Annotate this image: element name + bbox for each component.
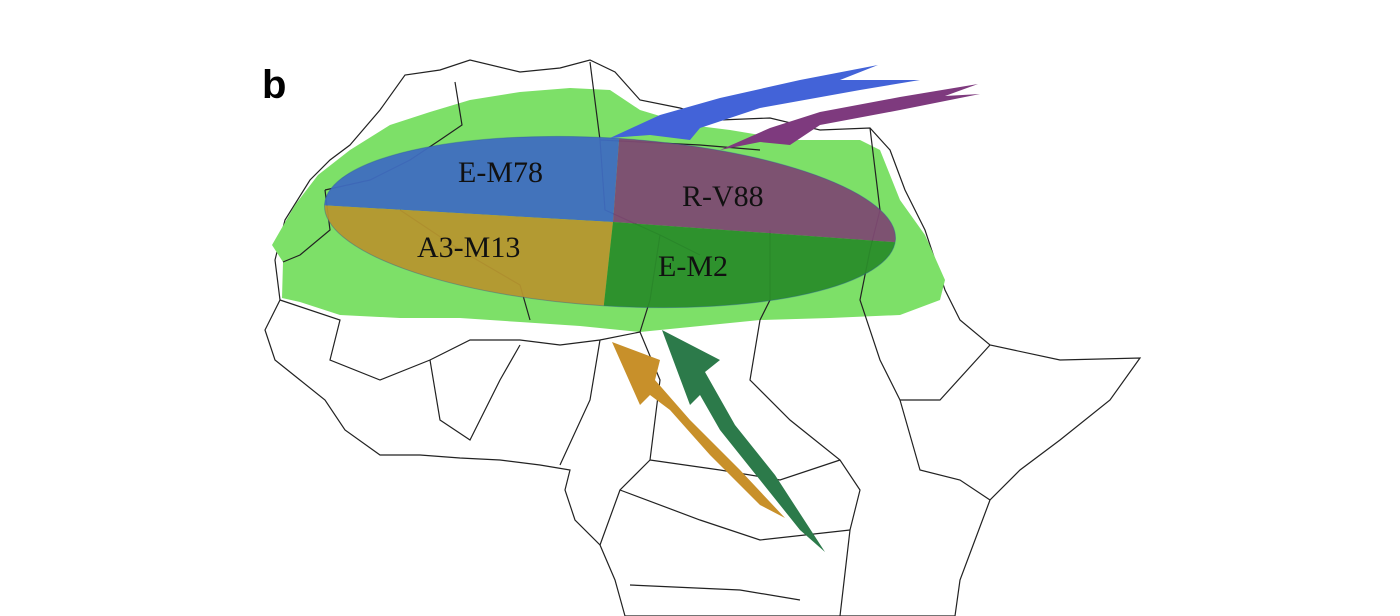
panel-label: b xyxy=(262,63,286,107)
region-label: A3-M13 xyxy=(417,231,520,264)
arrow-purple xyxy=(720,84,980,150)
ellipse-edge xyxy=(323,135,897,309)
region-label: E-M78 xyxy=(458,156,543,189)
arrow-gold xyxy=(612,342,785,518)
region-label: E-M2 xyxy=(658,250,728,283)
africa-outline xyxy=(264,59,1142,616)
arrow-green xyxy=(662,330,825,552)
region-label: R-V88 xyxy=(682,180,764,213)
arrow-blue xyxy=(610,65,920,140)
